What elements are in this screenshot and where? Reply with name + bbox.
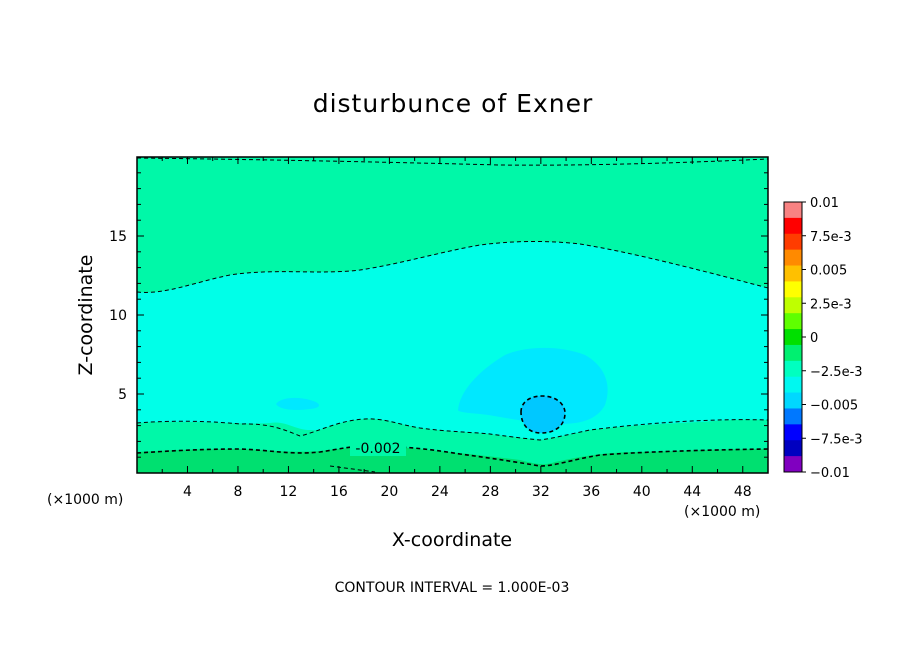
colorbar-swatch — [784, 376, 802, 394]
contour-lower — [136, 418, 769, 441]
y-tick-label: 10 — [109, 308, 127, 324]
contour-upper — [136, 240, 769, 293]
colorbar-swatch — [784, 313, 802, 330]
chart-title: disturbunce of Exner — [313, 89, 594, 118]
region-blob — [458, 347, 608, 424]
colorbar-swatch — [784, 329, 802, 346]
colorbar-tick-label: 0.005 — [810, 264, 847, 279]
x-tick-label: 24 — [431, 484, 449, 500]
x-tick-label: 40 — [633, 484, 651, 500]
colorbar-swatch — [784, 408, 802, 425]
colorbar-swatch — [784, 217, 802, 235]
colorbar-tick-label: −2.5e-3 — [810, 365, 863, 380]
x-tick-label: 44 — [683, 484, 701, 500]
colorbar-swatch — [784, 249, 802, 267]
colorbar-tick-label: 2.5e-3 — [810, 297, 852, 312]
region-interior — [137, 241, 768, 440]
contour-label-bg — [350, 440, 406, 456]
contour-label: -0.002 — [355, 441, 400, 457]
colorbar-swatch — [784, 440, 802, 457]
colorbar-swatch — [784, 360, 802, 378]
contour-interval-note: CONTOUR INTERVAL = 1.000E-03 — [335, 580, 570, 596]
colorbar-swatch — [784, 424, 802, 441]
x-tick-label: 8 — [233, 484, 242, 500]
colorbar-swatch — [784, 233, 802, 251]
region-small-blob — [276, 397, 319, 410]
colorbar-tick-label: 0.01 — [810, 196, 839, 211]
colorbar-swatch — [784, 297, 802, 314]
contour-core — [520, 395, 566, 434]
plot-area: -0.002 — [136, 156, 769, 474]
x-tick-label: 4 — [183, 484, 192, 500]
y-tick-label: 5 — [118, 387, 127, 403]
colorbar: 0.01 7.5e-3 0.005 2.5e-3 0 −2.5e-3 −0.005 −7.5e… — [783, 196, 863, 481]
colorbar-swatch — [784, 456, 802, 473]
x-unit-right: (×1000 m) — [684, 504, 760, 520]
x-axis-label: X-coordinate — [392, 529, 512, 551]
colorbar-tick-label: 0 — [810, 331, 818, 346]
colorbar-swatch — [784, 392, 802, 409]
colorbar-tick-label: −0.01 — [810, 466, 850, 481]
x-tick-label: 16 — [330, 484, 348, 500]
contour-ground — [329, 465, 376, 473]
y-axis: 5 10 15 — [109, 172, 768, 458]
colorbar-swatch — [784, 344, 802, 362]
colorbar-swatch — [784, 265, 802, 282]
region-core — [521, 396, 565, 433]
x-tick-label: 48 — [734, 484, 752, 500]
colorbar-tick-label: −7.5e-3 — [810, 432, 863, 447]
x-tick-label: 28 — [481, 484, 499, 500]
x-axis: 4 8 12 16 20 24 28 32 36 40 44 48 — [161, 157, 752, 500]
x-tick-label: 12 — [280, 484, 298, 500]
contour-lines — [136, 157, 769, 473]
y-tick-label: 15 — [109, 229, 127, 245]
colorbar-swatch — [784, 202, 802, 219]
y-axis-label: Z-coordinate — [75, 255, 97, 376]
x-unit-left: (×1000 m) — [47, 492, 123, 508]
x-tick-label: 36 — [582, 484, 600, 500]
x-tick-label: 20 — [380, 484, 398, 500]
x-tick-label: 32 — [532, 484, 550, 500]
colorbar-swatch — [784, 281, 802, 298]
colorbar-tick-label: 7.5e-3 — [810, 230, 852, 245]
colorbar-tick-label: −0.005 — [810, 399, 858, 414]
contour-bottom — [136, 445, 769, 467]
